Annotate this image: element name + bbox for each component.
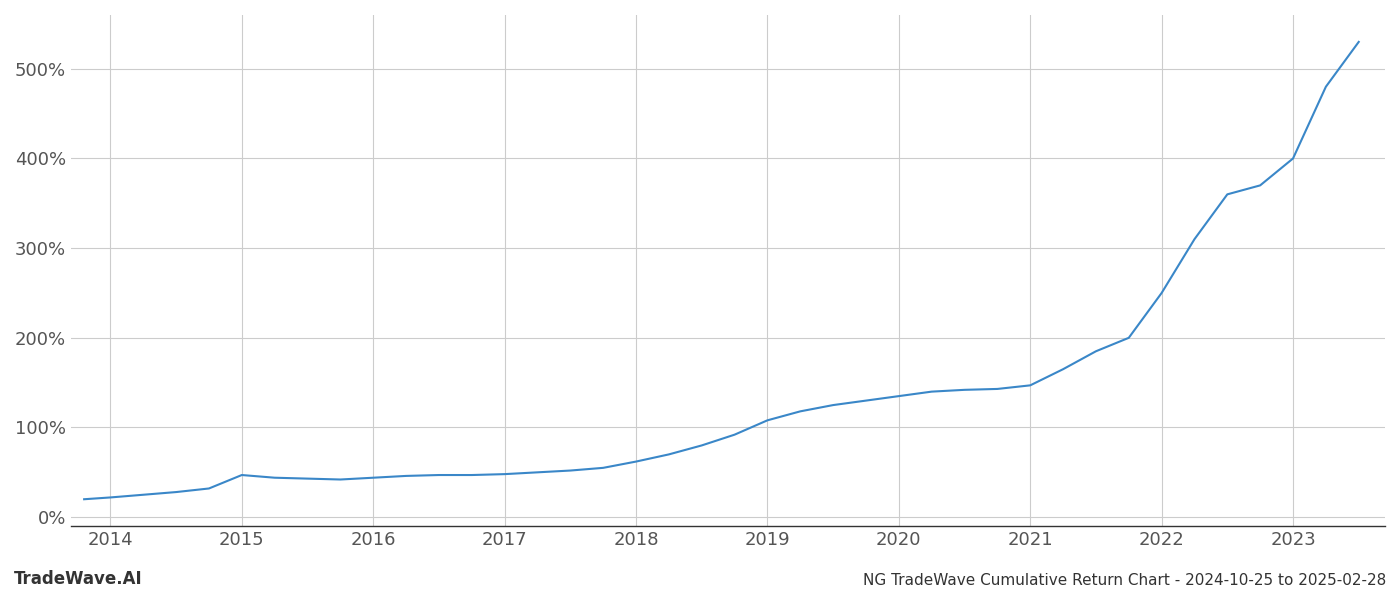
Text: TradeWave.AI: TradeWave.AI <box>14 570 143 588</box>
Text: NG TradeWave Cumulative Return Chart - 2024-10-25 to 2025-02-28: NG TradeWave Cumulative Return Chart - 2… <box>862 573 1386 588</box>
